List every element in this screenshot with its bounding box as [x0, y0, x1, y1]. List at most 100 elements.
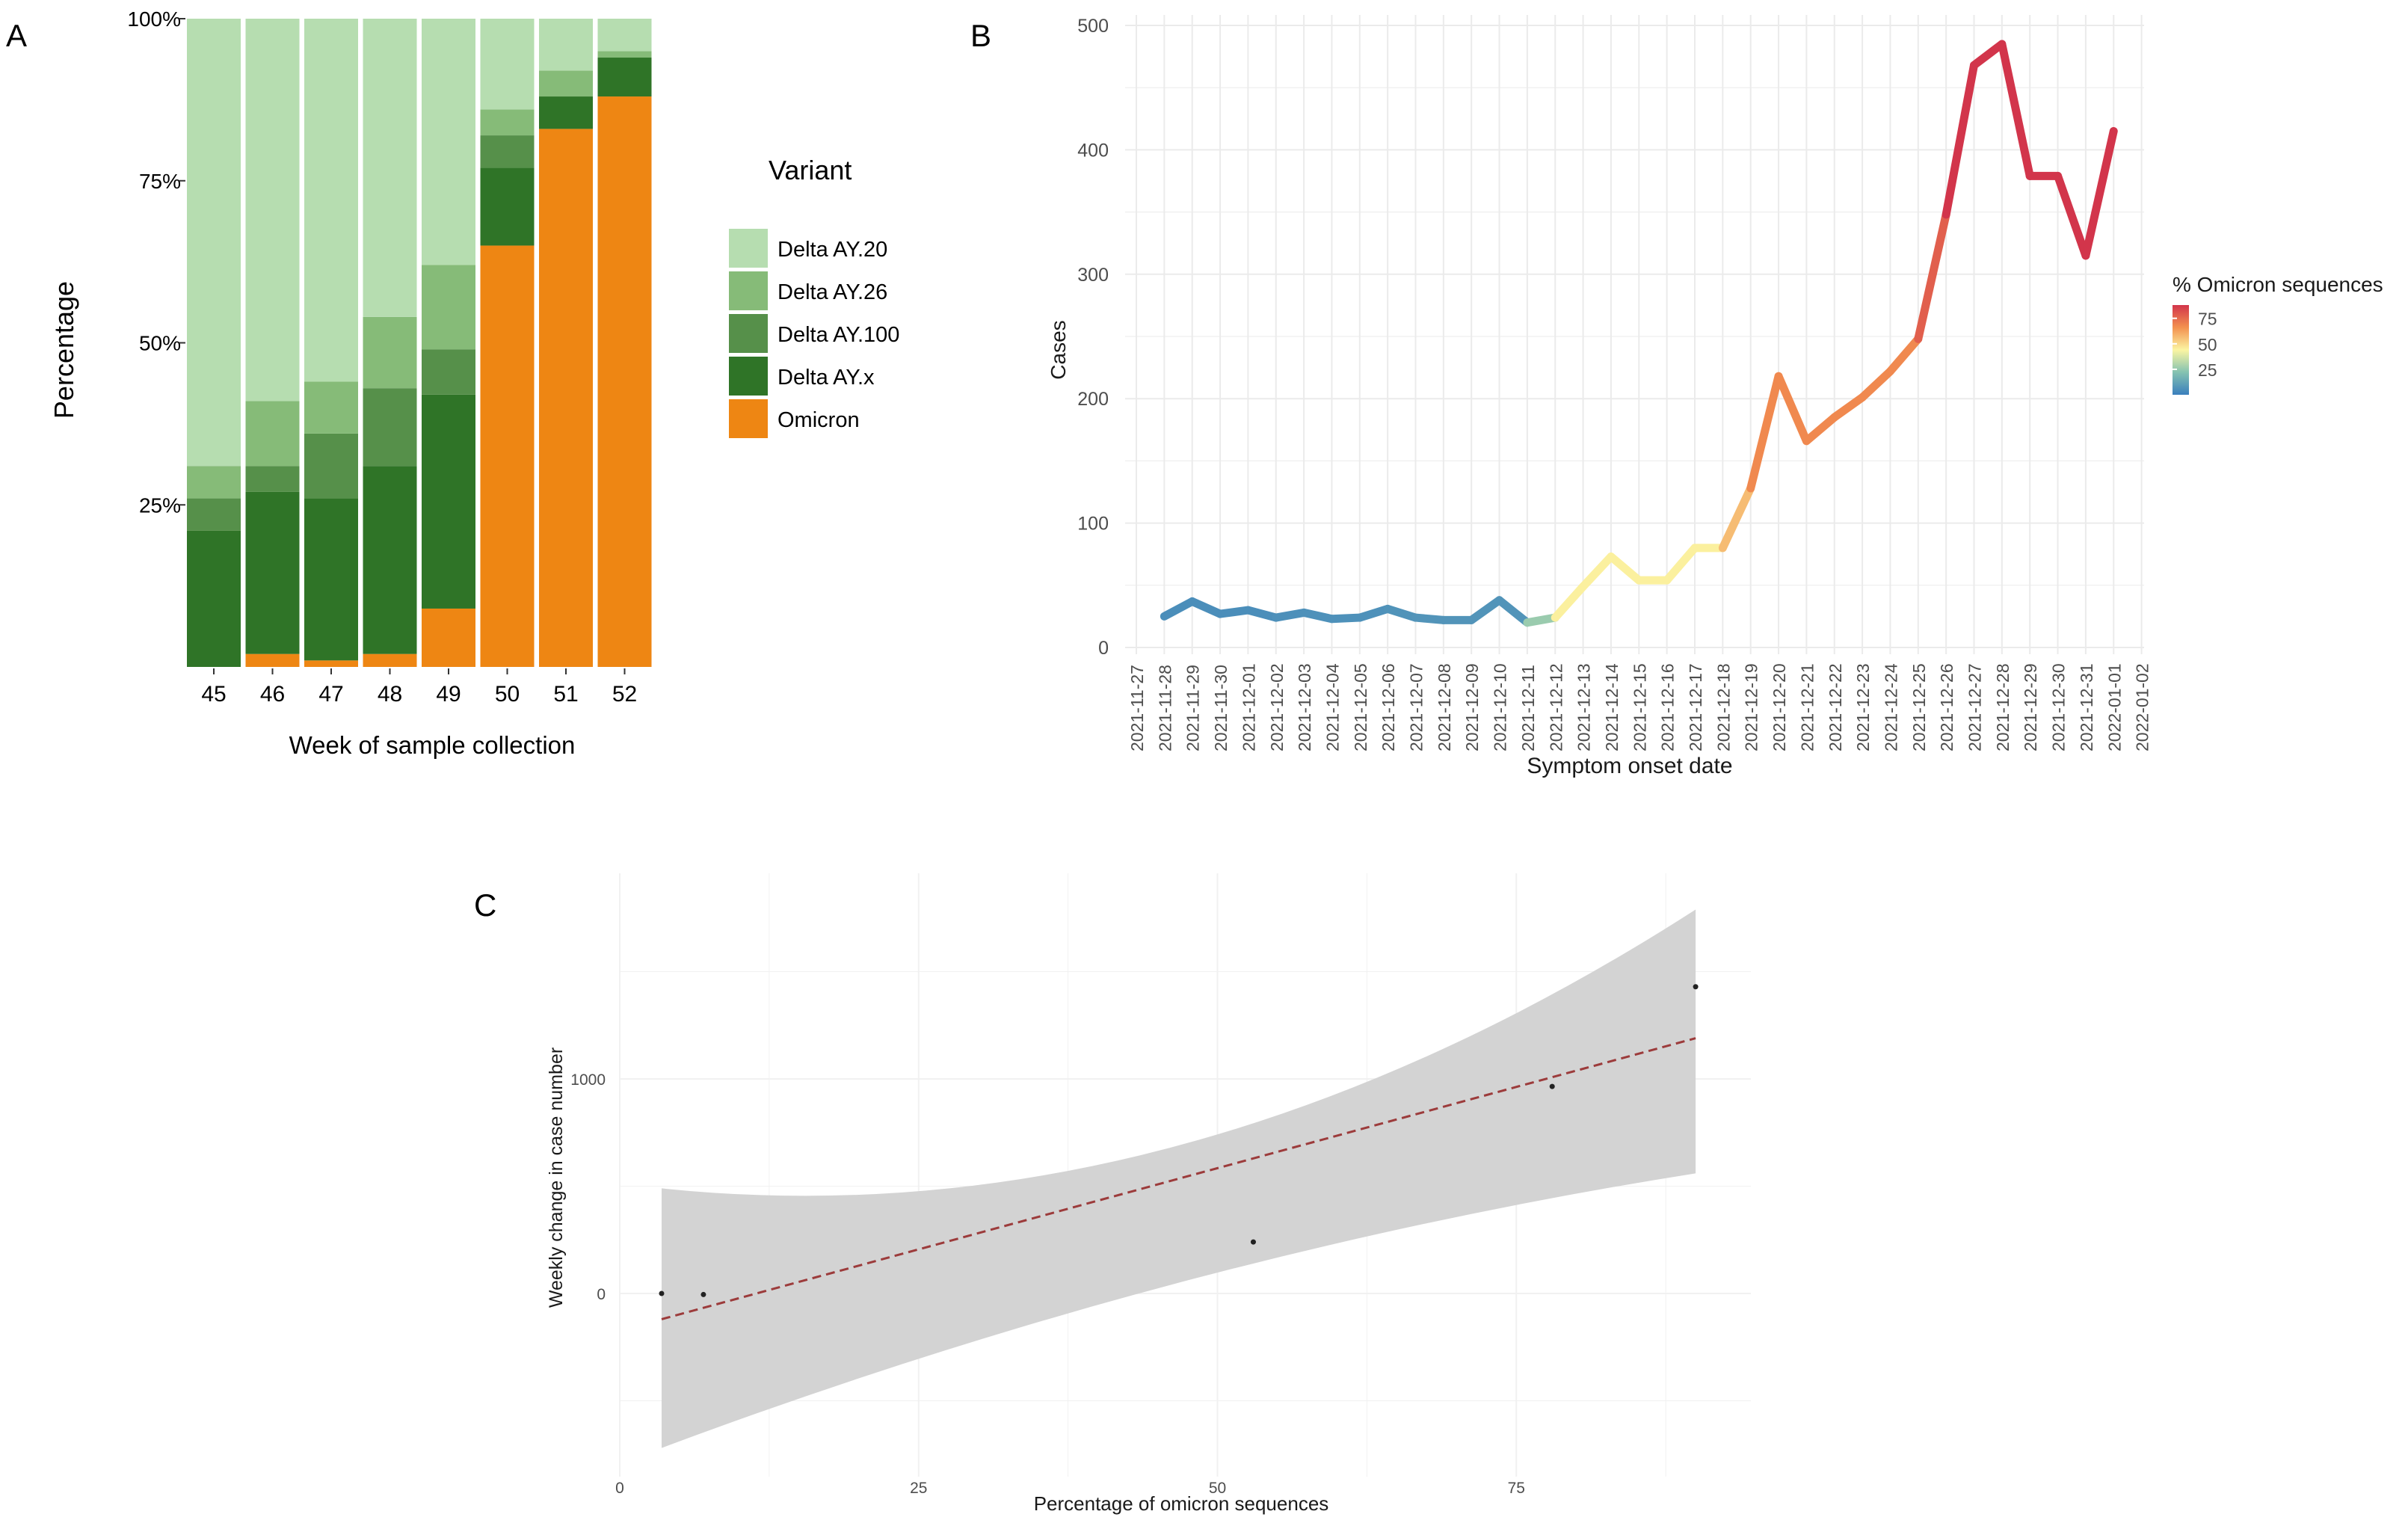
panel-b-line-segment — [1885, 334, 1923, 376]
panel-b-x-tick-label: 2021-12-30 — [2049, 663, 2069, 751]
panel-b-x-tick-label: 2021-12-14 — [1602, 663, 1622, 751]
panel-b-line-segment — [1355, 604, 1392, 622]
panel-a-x-tick-label: 49 — [436, 682, 461, 707]
panel-b-x-tick-label: 2022-01-01 — [2104, 663, 2124, 751]
panel-b-line-segment — [1914, 210, 1950, 343]
bar-51-omicron — [539, 129, 593, 667]
panel-a-x-tick-label: 50 — [495, 682, 520, 707]
bar-49-delta-ay-100 — [422, 349, 475, 395]
bar-47-delta-ay-26 — [304, 381, 358, 434]
panel-b-x-tick-label: 2021-11-30 — [1211, 665, 1231, 751]
legend-swatch-delta-ay-26 — [729, 271, 768, 310]
panel-c-label: C — [474, 887, 496, 923]
panel-b-line-segment — [1718, 484, 1755, 553]
bar-51-delta-ay-20 — [539, 19, 593, 71]
panel-a-x-tick-label: 46 — [260, 682, 285, 707]
panel-a-x-tick-label: 52 — [612, 682, 637, 707]
bar-49-delta-ay-26 — [422, 265, 475, 350]
panel-b-plot-area — [1125, 15, 2144, 654]
panel-b-line-segment — [1774, 372, 1811, 446]
panel-a-y-tick-label: 100% — [127, 7, 181, 31]
panel-b-x-tick-label: 2021-12-13 — [1574, 663, 1594, 751]
panel-c: C 0 1000 0 25 50 75 Weekly change in case nu… — [474, 873, 1751, 1515]
panel-a-y-ticks: 25% 50% 75% 100% — [127, 7, 185, 517]
panel-b-line-segment — [2081, 126, 2118, 260]
panel-b-y-axis-title: Cases — [1047, 320, 1070, 379]
panel-b-x-tick-label: 2021-12-16 — [1658, 663, 1678, 751]
bar-47-omicron — [304, 660, 358, 667]
panel-b-y-tick-label: 500 — [1077, 16, 1109, 37]
panel-a-y-tick-label: 75% — [139, 170, 181, 193]
bar-46-delta-ay-100 — [245, 466, 300, 492]
panel-b-x-tick-label: 2021-12-26 — [1937, 663, 1956, 751]
bar-50-delta-ay-100 — [480, 135, 535, 168]
bar-46-delta-ay-20 — [245, 19, 300, 402]
bar-51-delta-ay-26 — [539, 70, 593, 97]
panel-b-legend-tick-label: 75 — [2198, 310, 2217, 329]
panel-b-line-segment — [1663, 544, 1699, 585]
panel-b-line-segment — [1216, 606, 1252, 618]
bar-45-delta-ay-20 — [187, 19, 241, 467]
legend-label: Delta AY.20 — [777, 238, 887, 262]
panel-b-line-segment — [1830, 393, 1867, 422]
panel-b-x-tick-label: 2021-12-31 — [2077, 663, 2096, 751]
panel-b-line-segment — [1383, 604, 1420, 622]
panel-b-legend-tick-label: 50 — [2198, 335, 2217, 354]
panel-b-line-segment — [2054, 171, 2090, 260]
bar-46-delta-ay-26 — [245, 401, 300, 467]
legend-swatch-delta-ay-20 — [729, 229, 768, 268]
bar-52-delta-ay-26 — [597, 51, 652, 58]
panel-c-x-tick-label: 75 — [1508, 1480, 1525, 1497]
panel-c-y-tick-label: 0 — [597, 1286, 606, 1303]
panel-b-line-segment — [1607, 553, 1643, 585]
panel-a-legend: Variant Delta AY.20 Delta AY.26 Delta AY.1… — [729, 155, 899, 438]
panel-a-x-tick-label: 48 — [378, 682, 402, 707]
panel-b-x-tick-label: 2021-12-17 — [1686, 663, 1705, 751]
panel-b-label: B — [970, 18, 991, 53]
panel-b-color-legend: % Omicron sequences 25 50 75 — [2173, 273, 2383, 395]
legend-label: Delta AY.26 — [777, 280, 887, 304]
panel-b-x-tick-label: 2021-12-08 — [1435, 663, 1454, 751]
panel-c-x-tick-label: 25 — [910, 1480, 927, 1497]
panel-b-x-tick-label: 2021-12-21 — [1797, 663, 1817, 751]
panel-c-point — [1250, 1239, 1256, 1245]
bar-47-delta-ay-100 — [304, 433, 358, 499]
legend-swatch-omicron — [729, 399, 768, 438]
panel-b-line-segment — [1746, 372, 1783, 493]
panel-a-y-tick-label: 25% — [139, 493, 181, 517]
panel-a-legend-items: Delta AY.20 Delta AY.26 Delta AY.100 Delta … — [729, 229, 899, 438]
panel-c-x-axis-title: Percentage of omicron sequences — [1034, 1492, 1329, 1515]
panel-b-line-segment — [1942, 61, 1978, 219]
bar-52-omicron — [597, 96, 652, 668]
panel-b-y-ticks: 0 100 200 300 400 500 — [1077, 16, 1109, 659]
panel-c-point — [1549, 1083, 1555, 1089]
panel-c-x-ticks: 0 25 50 75 — [615, 1480, 1525, 1497]
panel-c-y-ticks: 0 1000 — [570, 1071, 606, 1303]
panel-b-line-segment — [1579, 553, 1616, 591]
bar-48-delta-ay-20 — [363, 19, 417, 317]
panel-b-y-tick-label: 0 — [1098, 638, 1109, 659]
panel-b-line-segment — [1160, 597, 1197, 621]
panel-b-x-tick-label: 2021-12-09 — [1462, 663, 1482, 751]
bar-45-delta-ay-x — [187, 530, 241, 667]
panel-b-x-tick-label: 2021-11-29 — [1183, 665, 1203, 751]
panel-b-color-legend-title: % Omicron sequences — [2173, 273, 2383, 296]
bar-46-omicron — [245, 653, 300, 667]
panel-b-line-segment — [1970, 40, 2007, 70]
panel-a-x-tick-label: 45 — [201, 682, 226, 707]
bar-49-omicron — [422, 608, 475, 667]
legend-label: Delta AY.100 — [777, 323, 899, 347]
legend-swatch-delta-ay-x — [729, 357, 768, 396]
panel-b-line-segment — [1998, 40, 2034, 180]
bar-45-delta-ay-100 — [187, 498, 241, 531]
legend-swatch-delta-ay-100 — [729, 314, 768, 353]
panel-b-line-segment — [1411, 613, 1448, 624]
bar-50-delta-ay-26 — [480, 109, 535, 136]
panel-c-point — [700, 1291, 706, 1297]
panel-b-color-bar — [2173, 305, 2189, 395]
panel-a-y-axis-title: Percentage — [49, 281, 79, 419]
bar-52-delta-ay-20 — [597, 19, 652, 52]
panel-b-y-tick-label: 400 — [1077, 140, 1109, 161]
